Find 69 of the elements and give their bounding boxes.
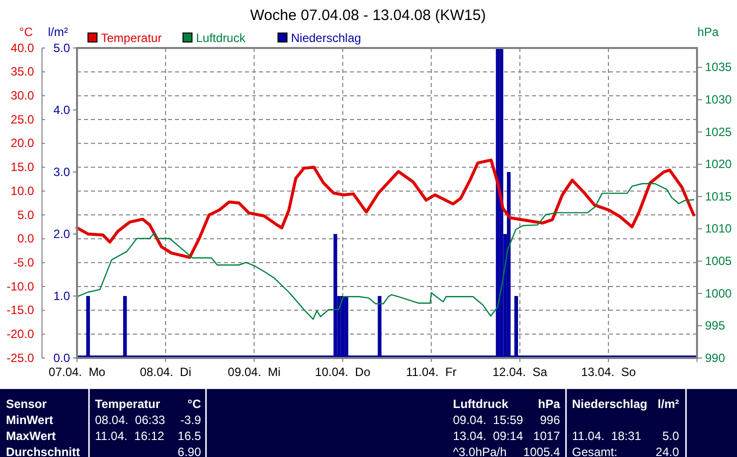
y3-tick-label: 990 (705, 350, 726, 365)
text: 1017 (533, 429, 560, 444)
y2-tick-label: 5.0 (53, 40, 70, 55)
y3-tick-label: 1015 (705, 189, 732, 204)
x-tick-label: 10.04. Do (315, 364, 371, 379)
y2-tick-label: 3.0 (53, 164, 70, 179)
legend-label: Luftdruck (196, 31, 246, 45)
text: MinWert (6, 413, 54, 428)
y-tick-label: -25.0 (6, 350, 34, 365)
y2-tick-label: 4.0 (53, 102, 70, 117)
y-tick-label: 30.0 (10, 88, 34, 103)
y3-tick-label: 1030 (705, 92, 732, 107)
legend-label: Niederschlag (291, 31, 362, 45)
text: 09.04. 15:59 (453, 413, 524, 428)
text: 11.04. 18:31 (572, 429, 642, 444)
text: ^3.0hPa/h (453, 445, 507, 457)
y3-tick-label: 1010 (705, 222, 732, 236)
text: °C (188, 397, 202, 412)
text: Gesamt: (572, 445, 618, 457)
text: 1005.4 (523, 445, 560, 457)
y2-tick-label: 1.0 (53, 288, 70, 303)
text: Niederschlag (572, 397, 648, 412)
text: 996 (540, 413, 560, 428)
y3-tick-label: 995 (705, 318, 726, 333)
text: hPa (538, 397, 560, 412)
x-tick-label: 12.04. Sa (492, 364, 548, 379)
y3-tick-label: 1020 (705, 157, 732, 172)
text: 5.0 (662, 429, 680, 444)
y3-axis-title: hPa (697, 25, 719, 39)
y-tick-label: 35.0 (10, 64, 34, 79)
legend-label: Temperatur (101, 31, 162, 45)
text: 13.04. 09:14 (453, 429, 524, 444)
text: 6.90 (178, 445, 202, 457)
y2-tick-label: 0.0 (53, 350, 70, 365)
y-tick-label: -5.0 (13, 255, 34, 270)
y-tick-label: 0.0 (17, 232, 34, 246)
x-tick-label: 07.04. Mo (48, 364, 106, 379)
text: MaxWert (6, 429, 56, 444)
x-tick-label: 11.04. Fr (406, 364, 457, 379)
x-tick-label: 13.04. So (581, 364, 636, 379)
y-tick-label: 10.0 (10, 184, 34, 198)
y3-tick-label: 1000 (705, 286, 732, 300)
text: 08.04. 06:33 (95, 413, 166, 428)
text: Luftdruck (453, 397, 509, 412)
y-axis-title: °C (19, 25, 34, 39)
text: Durchschnitt (6, 445, 80, 457)
y2-tick-label: 2.0 (53, 226, 70, 241)
text: l/m² (658, 397, 679, 412)
y-tick-label: -10.0 (6, 279, 34, 294)
y-tick-label: 5.0 (17, 208, 34, 222)
text: 11.04. 16:12 (95, 429, 164, 444)
y3-tick-label: 1035 (705, 60, 732, 74)
y3-tick-label: 1005 (705, 254, 732, 268)
y-tick-label: 40.0 (10, 40, 34, 55)
text: -3.9 (180, 413, 202, 428)
text: Temperatur (95, 397, 160, 412)
y-tick-label: -15.0 (6, 303, 34, 318)
y3-tick-label: 1025 (705, 124, 732, 139)
y2-axis-title: l/m² (48, 25, 68, 39)
y-tick-label: 20.0 (10, 136, 34, 150)
y-tick-label: 15.0 (10, 160, 34, 174)
y-tick-label: -20.0 (6, 326, 34, 341)
text: Sensor (6, 397, 48, 412)
y-tick-label: 25.0 (10, 112, 34, 126)
x-tick-label: 08.04. Di (140, 364, 192, 379)
text: 16.5 (178, 429, 202, 444)
text: 24.0 (656, 445, 680, 457)
x-tick-label: 09.04. Mi (228, 364, 280, 379)
chart-title: Woche 07.04.08 - 13.04.08 (KW15) (250, 7, 486, 24)
